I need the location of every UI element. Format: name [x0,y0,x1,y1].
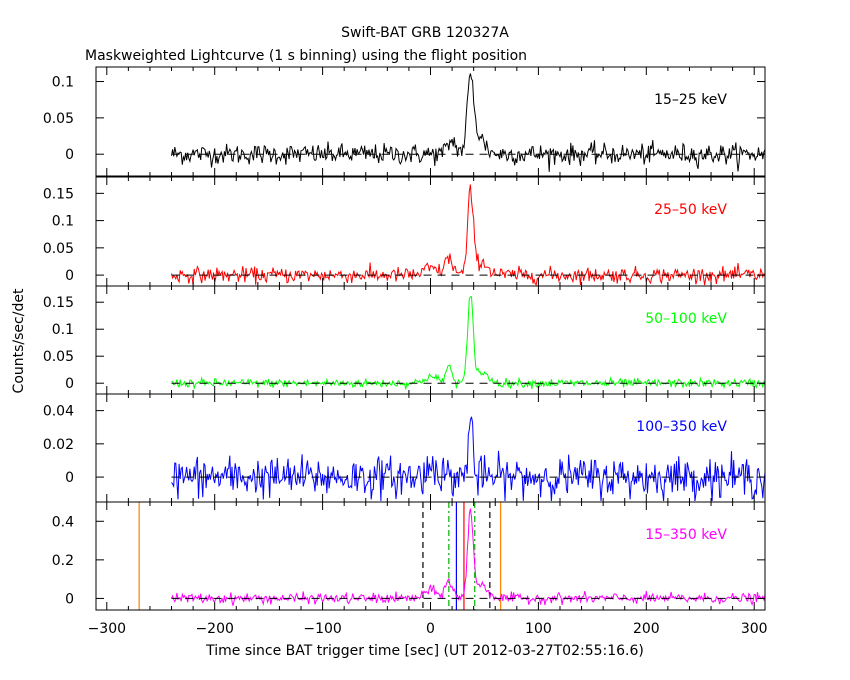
y-tick-label: 0 [65,147,74,163]
panel-1: 0 0.05 0.1 15–25 keV [43,66,766,177]
y-tick-label: 0.15 [43,295,74,311]
band-label: 100–350 keV [636,419,727,435]
series-line [171,508,766,607]
x-axis-label: Time since BAT trigger time [sec] (UT 20… [205,643,644,659]
y-tick-label: 0.15 [43,186,74,202]
y-tick-label: 0.05 [43,241,74,257]
y-tick-label: 0.1 [52,75,74,91]
y-tick-label: 0 [65,470,74,486]
panel-frame [95,285,766,395]
panel-frame [95,66,766,177]
y-tick-label: 0.05 [43,349,74,365]
y-tick-label: 0.1 [52,322,74,338]
y-tick-label: 0.4 [52,514,74,530]
series-line [171,73,766,172]
x-tick-label: 100 [525,621,552,637]
band-label: 25–50 keV [654,202,727,218]
x-tick-label: −100 [303,621,341,637]
chart-title: Swift-BAT GRB 120327A [341,25,509,41]
x-tick-label: 0 [426,621,435,637]
band-label: 50–100 keV [645,311,727,327]
x-tick-label: −200 [195,621,233,637]
panel-3: 0 0.05 0.1 0.15 50–100 keV [43,285,766,395]
x-tick-label: 200 [633,621,660,637]
panel-frame [95,501,766,611]
x-tick-label: 300 [741,621,768,637]
chart-subtitle: Maskweighted Lightcurve (1 s binning) us… [85,48,527,64]
panel-4: 0 0.02 0.04 100–350 keV [43,393,766,503]
y-tick-label: 0.05 [43,111,74,127]
band-label: 15–25 keV [654,92,727,108]
panel-2: 0 0.05 0.1 0.15 25–50 keV [43,176,766,287]
y-tick-label: 0 [65,268,74,284]
panel-5: 0 0.2 0.4 15–350 keV [52,501,766,611]
series-line [171,416,766,502]
x-tick-label: −300 [88,621,126,637]
y-tick-label: 0.04 [43,404,74,420]
y-axis-label: Counts/sec/det [11,288,27,393]
series-line [171,184,766,286]
band-label: 15–350 keV [645,527,727,543]
y-tick-label: 0 [65,591,74,607]
y-tick-label: 0 [65,376,74,392]
y-tick-label: 0.2 [52,553,74,569]
x-axis: −300 −200 −100 0 100 200 300 [88,621,768,637]
y-tick-label: 0.1 [52,214,74,230]
y-tick-label: 0.02 [43,437,74,453]
